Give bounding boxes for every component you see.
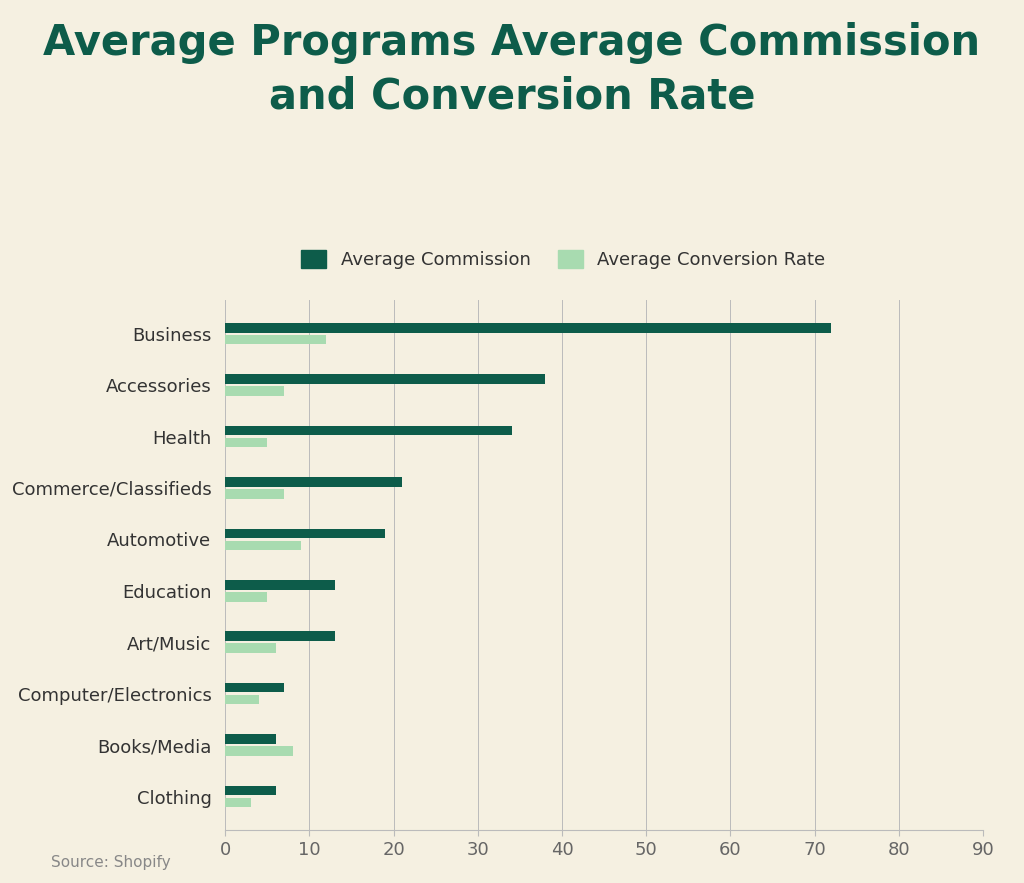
Bar (225, 323, 831, 333)
Bar (225, 631, 335, 641)
Bar (225, 644, 275, 653)
Legend: Average Commission, Average Conversion Rate: Average Commission, Average Conversion R… (294, 243, 833, 276)
Text: Average Programs Average Commission
and Conversion Rate: Average Programs Average Commission and … (43, 22, 981, 117)
Bar (225, 387, 285, 396)
Bar (225, 683, 285, 692)
Bar (225, 438, 267, 448)
Bar (225, 335, 327, 344)
Bar (225, 426, 512, 435)
Bar (225, 489, 285, 499)
Bar (225, 786, 275, 796)
Bar (225, 746, 293, 756)
Bar (225, 477, 402, 487)
Bar (225, 695, 259, 705)
Bar (225, 580, 335, 590)
Bar (225, 529, 385, 539)
Bar (225, 797, 251, 807)
Bar (225, 735, 275, 743)
Bar (225, 374, 545, 384)
Text: Source: Shopify: Source: Shopify (51, 855, 171, 870)
Bar (225, 540, 301, 550)
Bar (225, 592, 267, 601)
